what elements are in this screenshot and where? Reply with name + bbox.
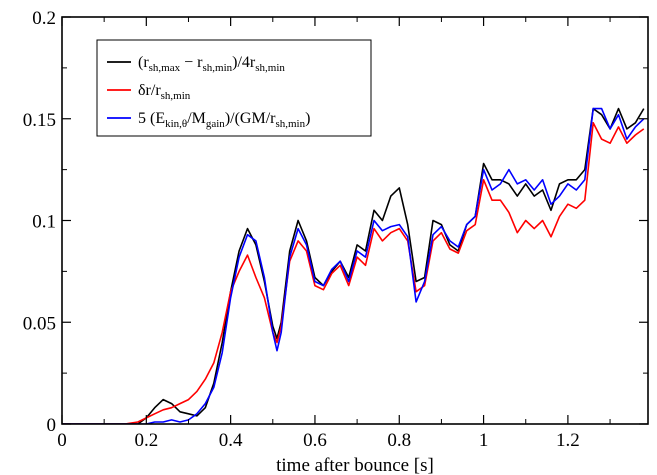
x-axis-label: time after bounce [s] <box>276 455 434 475</box>
x-tick-label: 0.6 <box>303 430 327 451</box>
y-tick-label: 0.2 <box>32 8 56 29</box>
y-tick-label: 0.05 <box>23 313 56 334</box>
y-axis-ticks: 0 0.05 0.1 0.15 0.2 <box>23 8 648 436</box>
y-tick-label: 0.1 <box>32 212 56 233</box>
x-axis-ticks: 0 0.2 0.4 0.6 0.8 1 1.2 <box>57 17 611 451</box>
plot-lines <box>62 107 645 424</box>
legend: (rsh,max − rsh,min)/4rsh,min δr/rsh,min 5 … <box>96 39 372 137</box>
x-tick-label: 1.2 <box>556 430 580 451</box>
series-line-2 <box>62 107 645 424</box>
series-line-0 <box>62 107 645 424</box>
y-tick-label: 0.15 <box>23 110 56 131</box>
legend-label-0: (rsh,max − rsh,min)/4rsh,min <box>138 54 285 74</box>
x-tick-label: 0.8 <box>387 430 411 451</box>
x-tick-label: 0.4 <box>219 430 243 451</box>
legend-box <box>96 39 372 137</box>
x-tick-label: 0.2 <box>134 430 158 451</box>
x-tick-label: 1 <box>479 430 489 451</box>
series-line-1 <box>62 122 645 424</box>
legend-label-1: δr/rsh,min <box>138 82 191 102</box>
legend-label-2: 5 (Ekin,θ/Mgain)/(GM/rsh,min) <box>138 110 310 130</box>
y-tick-label: 0 <box>47 415 57 436</box>
x-tick-label: 0 <box>57 430 67 451</box>
